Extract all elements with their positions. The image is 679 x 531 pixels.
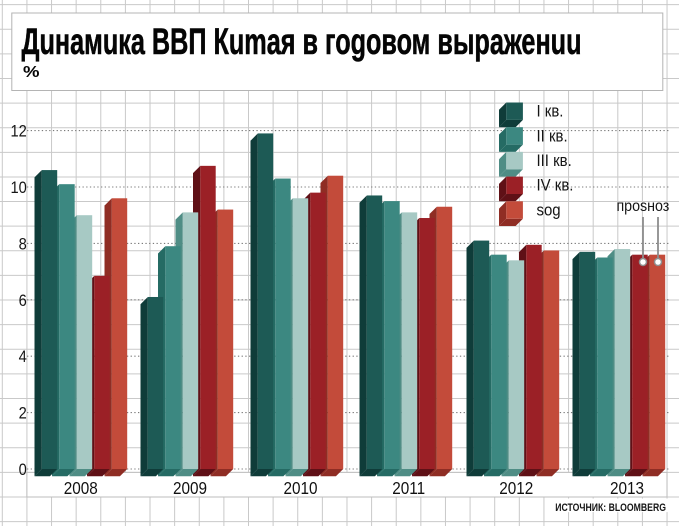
svg-text:%: % (23, 62, 40, 80)
svg-text:проsноз: проsноз (616, 199, 669, 216)
svg-text:ИСТОЧНИК: BLOOMBERG: ИСТОЧНИК: BLOOMBERG (555, 502, 666, 514)
svg-text:sog: sog (537, 202, 561, 220)
svg-text:II кв.: II кв. (537, 127, 568, 145)
svg-text:10: 10 (10, 179, 27, 197)
svg-text:2012: 2012 (499, 478, 533, 498)
svg-text:2: 2 (19, 405, 27, 423)
svg-text:IV кв.: IV кв. (537, 177, 574, 195)
svg-text:I кв.: I кв. (537, 103, 564, 121)
svg-text:4: 4 (19, 348, 27, 366)
svg-text:III кв.: III кв. (537, 152, 572, 170)
svg-text:6: 6 (19, 292, 27, 310)
svg-text:2011: 2011 (392, 478, 425, 498)
svg-text:Дuнамuка ВВП Кumая в гоgовом в: Дuнамuка ВВП Кumая в гоgовом выраженuu (22, 20, 582, 62)
svg-text:12: 12 (10, 123, 26, 141)
svg-text:8: 8 (19, 236, 27, 254)
svg-text:0: 0 (19, 461, 27, 479)
svg-text:2010: 2010 (283, 478, 317, 498)
svg-text:2013: 2013 (610, 478, 644, 498)
svg-text:2008: 2008 (64, 478, 98, 498)
svg-text:2009: 2009 (173, 478, 207, 498)
